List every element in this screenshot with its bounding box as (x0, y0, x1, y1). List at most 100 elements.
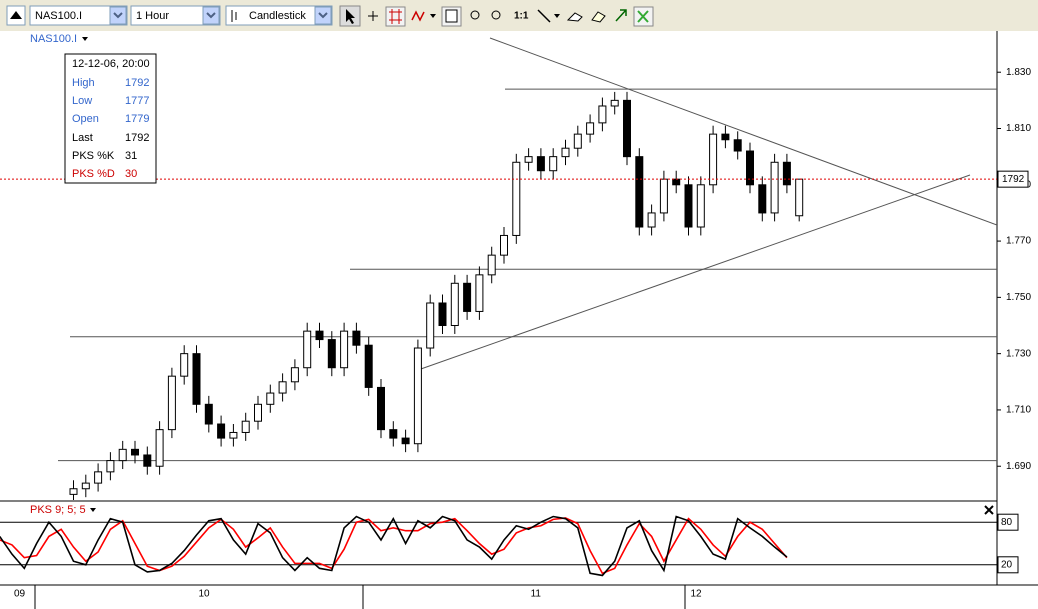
candle-body (782, 161, 791, 186)
candle-body (647, 212, 656, 228)
tooltip-label: PKS %K (72, 150, 115, 162)
candle-body (315, 330, 324, 341)
tooltip-label: Last (72, 132, 93, 144)
candle-body (659, 178, 668, 214)
eraser-all-tool[interactable] (591, 11, 606, 23)
y-tick-label: 20 (1001, 559, 1013, 570)
tooltip-value: 1792 (125, 77, 149, 89)
indicator-title[interactable]: PKS 9; 5; 5 (30, 504, 86, 516)
x-tick-label: 11 (531, 589, 542, 600)
tooltip-value: 1792 (125, 132, 149, 144)
candle-body (131, 448, 139, 456)
candle-body (180, 353, 189, 377)
tooltip-label: High (72, 77, 95, 89)
period-select[interactable] (130, 5, 221, 26)
symbol-text: NAS100.I (35, 10, 82, 22)
candle-body (512, 161, 521, 236)
drawings (417, 37, 997, 371)
candle-body (500, 234, 508, 256)
tooltip-label: PKS %D (72, 168, 115, 180)
y-tick-label: 80 (1001, 517, 1013, 528)
pointer-icon (346, 9, 355, 24)
dropdown-button[interactable] (314, 6, 332, 25)
candle-body (401, 437, 410, 445)
dropdown-arrow (113, 12, 123, 19)
dropdown-arrow (206, 12, 216, 19)
candle-body (204, 403, 213, 425)
oscillator-line (0, 515, 788, 577)
tooltip-value: 1779 (125, 113, 149, 125)
grid-icon (389, 9, 402, 24)
candle-body (352, 330, 361, 346)
candle-body (340, 330, 349, 369)
candle-body (229, 431, 238, 439)
y-tick-label: 1.830 (1006, 67, 1031, 78)
info-icon (445, 9, 458, 23)
candle-body (217, 423, 226, 439)
zoom-tool[interactable] (491, 10, 501, 20)
candle-body (106, 460, 115, 473)
y-tick-label: 1.690 (1006, 461, 1031, 472)
candle-body (450, 282, 459, 327)
candle-body (438, 302, 447, 327)
zoom-reset-tool[interactable]: 1:1 (514, 11, 529, 22)
axes: 1.6901.7101.7301.7501.7701.7901.8101.830… (14, 67, 1031, 600)
candle-body (192, 353, 201, 405)
tooltip-label: Low (72, 95, 92, 107)
candle-body (610, 99, 619, 107)
dropdown-arrow (318, 12, 328, 19)
x-tick-label: 12 (691, 589, 703, 600)
line-arrow (554, 14, 560, 18)
candle-body (795, 178, 804, 217)
candle-body (327, 339, 336, 369)
trend-line[interactable] (489, 37, 997, 226)
eraser-tool[interactable] (566, 12, 583, 22)
crosshair-tool[interactable] (368, 11, 378, 21)
candle-body (94, 471, 103, 484)
candle-body (463, 282, 472, 312)
candle-body (167, 375, 176, 431)
period-text: 1 Hour (136, 10, 169, 22)
candle-body (155, 429, 164, 467)
grid-tool[interactable] (385, 6, 406, 27)
collapse-icon (10, 11, 22, 19)
indicator-tool[interactable] (411, 10, 425, 22)
trend-line[interactable] (417, 174, 971, 371)
arrow-tool[interactable] (615, 9, 627, 22)
close-indicator[interactable] (984, 505, 994, 515)
y-tick-label: 1.750 (1006, 292, 1031, 303)
tooltip-value: 31 (125, 150, 137, 162)
tooltip: 12-12-06, 20:00 High 1792 Low 1777 Open … (64, 53, 157, 184)
candle-body (118, 448, 127, 462)
y-tick-label: 1.710 (1006, 405, 1031, 416)
candle-body (549, 156, 558, 172)
dropdown-button[interactable] (109, 6, 127, 25)
candle-body (475, 274, 484, 312)
tooltip-box (64, 53, 157, 184)
candle-body (758, 184, 767, 214)
y-tick-label: 1.730 (1006, 348, 1031, 359)
candle-body (696, 184, 705, 228)
line-tool[interactable] (537, 9, 551, 23)
candle-body (364, 344, 373, 388)
candle-body (487, 254, 496, 276)
dropdown-button[interactable] (202, 6, 220, 25)
zoom-area-tool[interactable] (470, 10, 480, 20)
candle-body (524, 156, 533, 163)
chart-title[interactable]: NAS100.I (30, 33, 77, 45)
candle-body (303, 330, 312, 369)
last-price-box (997, 170, 1029, 188)
candle-body (561, 147, 570, 158)
chart-type-select[interactable] (225, 5, 333, 26)
candle-body (389, 429, 398, 439)
last-price-label: 1792 (1002, 174, 1025, 185)
candle-body (586, 122, 595, 135)
chart-type-text: Candlestick (249, 10, 306, 22)
title-arrow (90, 508, 96, 512)
price-plot (0, 88, 997, 500)
symbol-select[interactable] (29, 5, 128, 26)
y-tick-label: 1.810 (1006, 123, 1031, 134)
candle-body (278, 381, 287, 394)
candle-body (536, 156, 545, 172)
level-box (997, 513, 1019, 531)
